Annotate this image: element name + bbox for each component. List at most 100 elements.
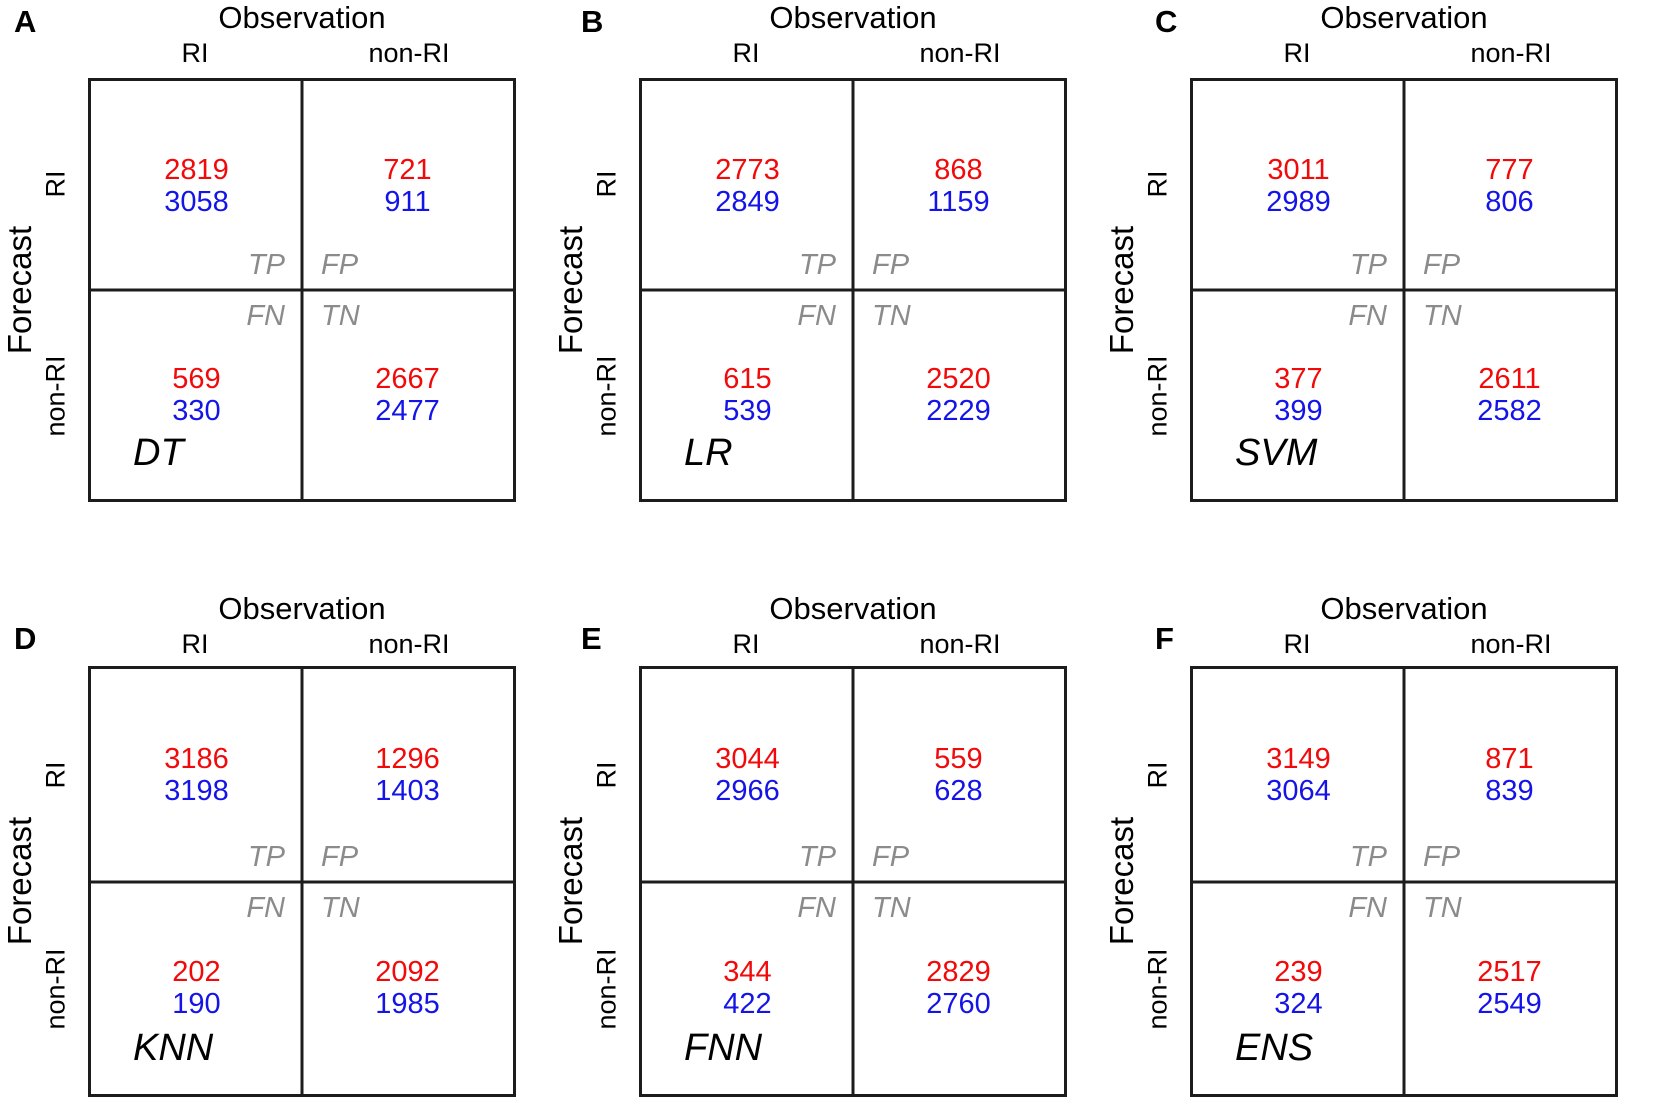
tn-blue-value: 2477 — [375, 394, 440, 427]
divider-horizontal — [642, 288, 1064, 292]
tp-blue-value: 2966 — [715, 775, 780, 808]
model-label: FNN — [684, 1027, 763, 1069]
tp-role-label: TP — [247, 249, 285, 281]
cell-tp: 2773 2849 — [642, 81, 853, 290]
fp-role-label: FP — [872, 840, 910, 873]
cell-fp: 777 806 — [1404, 81, 1615, 290]
model-label: KNN — [133, 1027, 214, 1069]
fp-blue-value: 1403 — [375, 775, 440, 808]
tn-role-label: TN — [872, 891, 911, 924]
panel-b-lr: B Observation RI non-RI Forecast RI non-… — [551, 0, 1102, 551]
col-label-ri: RI — [181, 38, 209, 68]
fp-red-value: 559 — [934, 743, 983, 776]
observation-axis-title: Observation — [769, 0, 937, 35]
tp-role-label: TP — [1349, 249, 1387, 281]
fp-role-label: FP — [1423, 840, 1461, 873]
tp-blue-value: 2989 — [1266, 185, 1331, 218]
panel-letter: E — [581, 621, 602, 656]
tn-blue-value: 1985 — [375, 987, 440, 1020]
forecast-axis-title: Forecast — [552, 816, 589, 946]
confusion-matrix: 3149 3064 871 839 239 324 2517 2549 TP F… — [1190, 666, 1618, 1097]
tp-red-value: 3149 — [1266, 743, 1331, 776]
cell-tp: 3186 3198 — [91, 669, 302, 882]
tn-role-label: TN — [1423, 300, 1462, 332]
tn-blue-value: 2549 — [1477, 987, 1542, 1020]
fp-blue-value: 806 — [1485, 185, 1534, 218]
panel-letter: A — [14, 4, 37, 39]
fp-role-label: FP — [321, 840, 359, 873]
fn-blue-value: 330 — [172, 394, 221, 427]
tn-role-label: TN — [872, 300, 911, 332]
panel-c-svm: C Observation RI non-RI Forecast RI non-… — [1102, 0, 1654, 551]
cell-tn: 2611 2582 — [1404, 290, 1615, 499]
fn-blue-value: 422 — [723, 987, 772, 1020]
observation-axis-title: Observation — [769, 591, 937, 626]
tn-blue-value: 2229 — [926, 394, 991, 427]
panel-letter: D — [14, 621, 37, 656]
cell-tp: 3011 2989 — [1193, 81, 1404, 290]
fn-blue-value: 399 — [1274, 394, 1323, 427]
fn-blue-value: 324 — [1274, 987, 1323, 1020]
panel-a-dt: A Observation RI non-RI Forecast RI non-… — [0, 0, 551, 551]
col-label-ri: RI — [732, 38, 760, 68]
observation-axis-title: Observation — [218, 0, 386, 35]
fp-blue-value: 628 — [934, 775, 983, 808]
confusion-matrix: 2819 3058 721 911 569 330 2667 2477 TP F… — [88, 78, 516, 502]
col-label-non-ri: non-RI — [919, 38, 1001, 68]
forecast-axis-title: Forecast — [1, 816, 38, 946]
tp-red-value: 3044 — [715, 743, 780, 776]
cell-fp: 721 911 — [302, 81, 513, 290]
fp-blue-value: 1159 — [927, 185, 990, 218]
forecast-axis-title: Forecast — [1103, 225, 1140, 355]
fp-red-value: 1296 — [375, 743, 440, 776]
tn-blue-value: 2582 — [1477, 394, 1542, 427]
fn-role-label: FN — [797, 300, 836, 332]
row-label-ri: RI — [1142, 761, 1173, 789]
fn-role-label: FN — [1348, 891, 1387, 924]
observation-axis-title: Observation — [1320, 0, 1488, 35]
cell-fp: 871 839 — [1404, 669, 1615, 882]
model-label: DT — [133, 432, 184, 474]
cell-tn: 2829 2760 — [853, 882, 1064, 1095]
fp-red-value: 777 — [1485, 153, 1534, 186]
col-label-ri: RI — [181, 629, 209, 659]
tn-role-label: TN — [321, 891, 360, 924]
confusion-matrix: 2773 2849 868 1159 615 539 2520 2229 TP … — [639, 78, 1067, 502]
fn-blue-value: 539 — [723, 394, 772, 427]
fp-blue-value: 911 — [384, 185, 431, 218]
row-label-non-ri: non-RI — [591, 355, 622, 437]
row-label-ri: RI — [591, 170, 622, 198]
cell-tn: 2667 2477 — [302, 290, 513, 499]
tp-role-label: TP — [798, 249, 836, 281]
cell-fn: 202 190 — [91, 882, 302, 1095]
panel-letter: B — [581, 4, 604, 39]
cell-fn: 569 330 — [91, 290, 302, 499]
cell-tn: 2092 1985 — [302, 882, 513, 1095]
cell-fn: 615 539 — [642, 290, 853, 499]
tn-red-value: 2520 — [926, 362, 991, 395]
divider-horizontal — [642, 880, 1064, 883]
row-label-ri: RI — [591, 761, 622, 789]
fn-red-value: 239 — [1274, 955, 1323, 988]
fp-blue-value: 839 — [1485, 775, 1534, 808]
fn-role-label: FN — [246, 300, 285, 332]
tn-red-value: 2829 — [926, 955, 991, 988]
fn-red-value: 615 — [723, 362, 772, 395]
fp-role-label: FP — [872, 249, 910, 281]
forecast-axis-title: Forecast — [1103, 816, 1140, 946]
tp-blue-value: 3198 — [164, 775, 229, 808]
fp-red-value: 871 — [1485, 743, 1534, 776]
tp-red-value: 2773 — [715, 153, 780, 186]
tp-blue-value: 2849 — [715, 185, 780, 218]
fn-role-label: FN — [1348, 300, 1387, 332]
forecast-axis-title: Forecast — [1, 225, 38, 355]
panel-letter: C — [1155, 4, 1178, 39]
observation-axis-title: Observation — [218, 591, 386, 626]
tn-role-label: TN — [321, 300, 360, 332]
row-label-non-ri: non-RI — [40, 948, 71, 1030]
col-label-non-ri: non-RI — [1470, 629, 1552, 659]
cell-tp: 3149 3064 — [1193, 669, 1404, 882]
cell-tp: 3044 2966 — [642, 669, 853, 882]
panel-letter: F — [1155, 621, 1174, 656]
row-label-non-ri: non-RI — [1142, 355, 1173, 437]
